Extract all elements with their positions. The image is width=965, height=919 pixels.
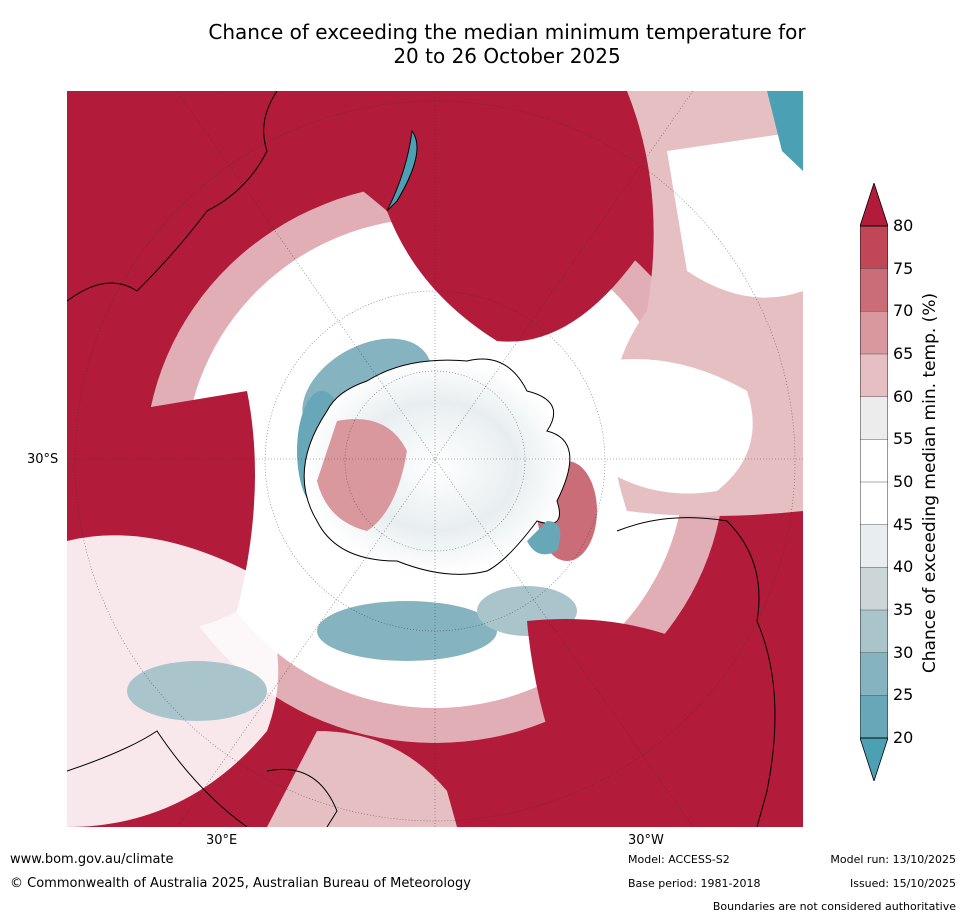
chart-title: Chance of exceeding the median minimum t…: [0, 20, 965, 68]
colorbar-bottom-arrow: [860, 737, 888, 781]
graticule: [67, 91, 803, 827]
colorbar-segment: [860, 354, 888, 398]
warm-patch-southeast: [527, 619, 803, 827]
coastlines: [67, 91, 776, 827]
colorbar-tick-label: 45: [893, 514, 914, 534]
title-line-2: 20 to 26 October 2025: [393, 44, 621, 68]
colorbar-tick-label: 65: [893, 344, 914, 363]
colorbar-segment: [860, 610, 888, 654]
antarctica-warm-anomaly: [317, 419, 407, 531]
warm-patch-southsouth: [267, 731, 457, 827]
colorbar-tick-label: 75: [893, 258, 914, 278]
disclaimer-text: Boundaries are not considered authoritat…: [712, 900, 956, 913]
cool-patch-corner: [767, 91, 803, 171]
colorbar-top-arrow: [860, 183, 888, 227]
model-text: Model: ACCESS-S2: [628, 853, 730, 866]
colorbar-segment: [860, 567, 888, 611]
cool-patch-southwest: [127, 661, 267, 721]
model-run-text: Model run: 13/10/2025: [830, 853, 956, 866]
colorbar-tick-label: 50: [893, 472, 914, 491]
title-line-1: Chance of exceeding the median minimum t…: [208, 20, 806, 44]
antarctica-cool-anomaly: [527, 521, 561, 555]
colorbar-segment: [860, 482, 888, 526]
colorbar-segment: [860, 226, 888, 270]
colorbar-segment: [860, 311, 888, 355]
colorbar-tick-label: 70: [893, 301, 914, 321]
colorbar-tick-label: 80: [893, 216, 914, 235]
colorbar-tick-label: 25: [893, 685, 914, 705]
lon-label-30w: 30°W: [628, 833, 664, 848]
neutral-patch-southpacific: [607, 359, 753, 494]
lon-label-30e: 30°E: [206, 833, 238, 848]
colorbar-tick-label: 35: [893, 600, 914, 619]
colorbar-label: Chance of exceeding median min. temp. (%…: [920, 292, 940, 674]
colorbar-segment: [860, 524, 888, 568]
colorbar-tick-label: 40: [893, 557, 914, 577]
neutral-patch-east: [667, 131, 803, 298]
colorbar-tick-label: 55: [893, 429, 914, 449]
website-link[interactable]: www.bom.gov.au/climate: [10, 852, 174, 867]
issued-text: Issued: 15/10/2025: [849, 877, 956, 890]
colorbar-segment: [860, 695, 888, 739]
colorbar-segment: [860, 439, 888, 483]
colorbar-segment: [860, 268, 888, 312]
probability-map: [67, 91, 803, 827]
lat-label-30s: 30°S: [27, 452, 59, 467]
copyright-text: © Commonwealth of Australia 2025, Austra…: [10, 876, 471, 891]
colorbar-tick-label: 60: [893, 386, 914, 406]
colorbar-segment: [860, 396, 888, 440]
warm-patch-north: [217, 91, 707, 342]
colorbar: [860, 183, 888, 781]
colorbar-tick-label: 20: [893, 728, 914, 747]
base-period-text: Base period: 1981-2018: [628, 877, 761, 890]
colorbar-tick-label: 30: [893, 642, 914, 662]
colorbar-segment: [860, 652, 888, 696]
